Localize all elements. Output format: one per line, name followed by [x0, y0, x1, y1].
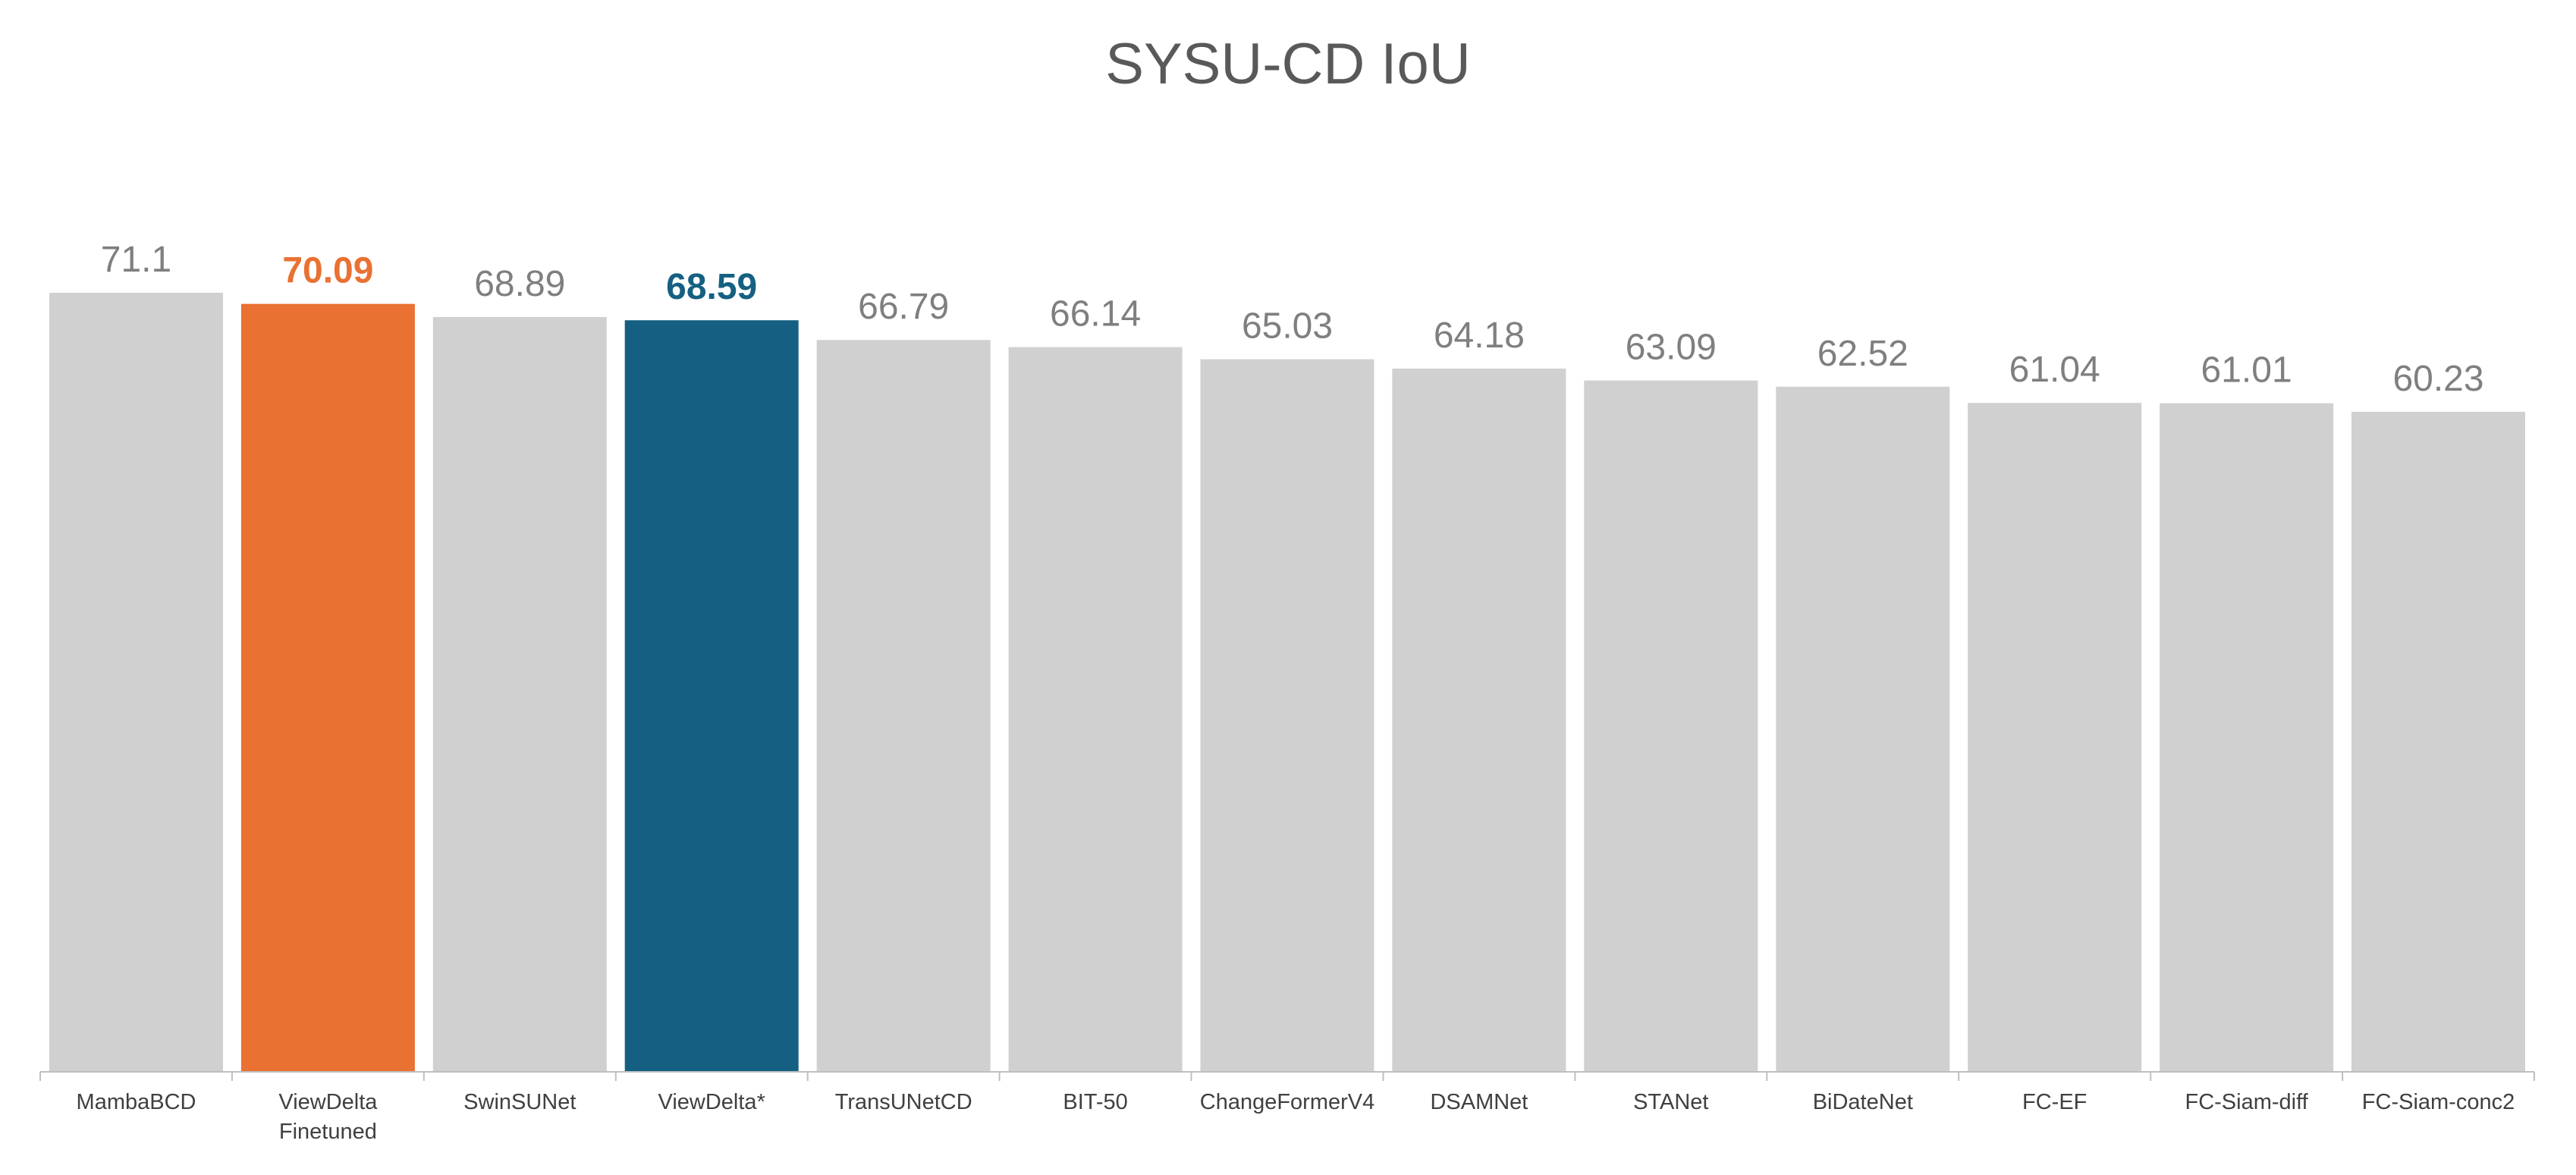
- bar-6: [1008, 347, 1183, 1072]
- data-label-9: 63.09: [1626, 328, 1717, 368]
- x-tick-label-line: FC-Siam-diff: [2185, 1090, 2308, 1114]
- data-label-11: 61.04: [2009, 350, 2100, 390]
- data-label-13: 60.23: [2392, 359, 2483, 399]
- x-tick-label-line: FC-Siam-conc2: [2362, 1090, 2515, 1114]
- x-tick-label-line: DSAMNet: [1430, 1090, 1528, 1114]
- x-tick-label-line: SwinSUNet: [463, 1090, 576, 1114]
- bar-5: [816, 340, 991, 1071]
- data-label-10: 62.52: [1817, 334, 1908, 374]
- x-tick-label-2: ViewDelta Finetuned: [278, 1090, 378, 1144]
- bars-group: [49, 293, 2525, 1072]
- x-tick-label-line: STANet: [1633, 1090, 1708, 1114]
- x-tick-label-6: BIT-50: [1063, 1090, 1127, 1114]
- x-tick-label-line: ChangeFormerV4: [1200, 1090, 1375, 1114]
- x-tick-label-1: MambaBCD: [77, 1090, 196, 1114]
- x-tick-label-7: ChangeFormerV4: [1200, 1090, 1375, 1114]
- x-tick-label-12: FC-Siam-diff: [2185, 1090, 2308, 1114]
- data-label-8: 64.18: [1434, 316, 1525, 356]
- bar-3: [432, 316, 607, 1071]
- x-tick-label-line: BiDateNet: [1813, 1090, 1913, 1114]
- x-tick-label-line: FC-EF: [2022, 1090, 2087, 1114]
- bar-13: [2351, 411, 2525, 1071]
- bar-9: [1584, 380, 1758, 1072]
- value-labels-group: 71.1 70.09 68.89 68.59 66.79 66.14 65.03 64.18 6…: [101, 240, 2484, 399]
- bar-2: [240, 303, 415, 1072]
- data-label-4: 68.59: [666, 267, 757, 307]
- bar-11: [1968, 403, 2142, 1071]
- bar-4: [624, 320, 799, 1071]
- x-tick-label-line: ViewDelta: [278, 1090, 378, 1114]
- bar-12: [2160, 403, 2334, 1071]
- bar-8: [1392, 368, 1566, 1071]
- x-tick-label-4: ViewDelta*: [658, 1090, 765, 1114]
- x-tick-label-line: MambaBCD: [77, 1090, 196, 1114]
- x-tick-label-5: TransUNetCD: [835, 1090, 972, 1114]
- data-label-3: 68.89: [474, 264, 565, 304]
- x-tick-label-3: SwinSUNet: [463, 1090, 576, 1114]
- x-tick-label-11: FC-EF: [2022, 1090, 2087, 1114]
- x-tick-label-10: BiDateNet: [1813, 1090, 1913, 1114]
- chart-title: SYSU-CD IoU: [1105, 32, 1470, 96]
- x-tick-label-9: STANet: [1633, 1090, 1708, 1114]
- x-tick-labels-group: MambaBCD ViewDelta Finetuned SwinSUNet ViewD…: [77, 1090, 2515, 1144]
- x-tick-label-8: DSAMNet: [1430, 1090, 1528, 1114]
- data-label-7: 65.03: [1242, 306, 1333, 347]
- x-tick-label-line: TransUNetCD: [835, 1090, 972, 1114]
- x-tick-label-line: BIT-50: [1063, 1090, 1127, 1114]
- x-axis: [39, 1071, 2535, 1081]
- data-label-2: 70.09: [282, 251, 373, 291]
- x-tick-label-13: FC-Siam-conc2: [2362, 1090, 2515, 1114]
- x-tick-label-line: Finetuned: [279, 1120, 377, 1144]
- data-label-6: 66.14: [1050, 294, 1141, 335]
- bar-1: [49, 293, 223, 1071]
- bar-7: [1200, 359, 1374, 1072]
- data-label-1: 71.1: [101, 240, 171, 280]
- data-label-12: 61.01: [2201, 350, 2292, 391]
- bar-10: [1776, 386, 1950, 1071]
- data-label-5: 66.79: [858, 287, 949, 327]
- x-tick-label-line: ViewDelta*: [658, 1090, 765, 1114]
